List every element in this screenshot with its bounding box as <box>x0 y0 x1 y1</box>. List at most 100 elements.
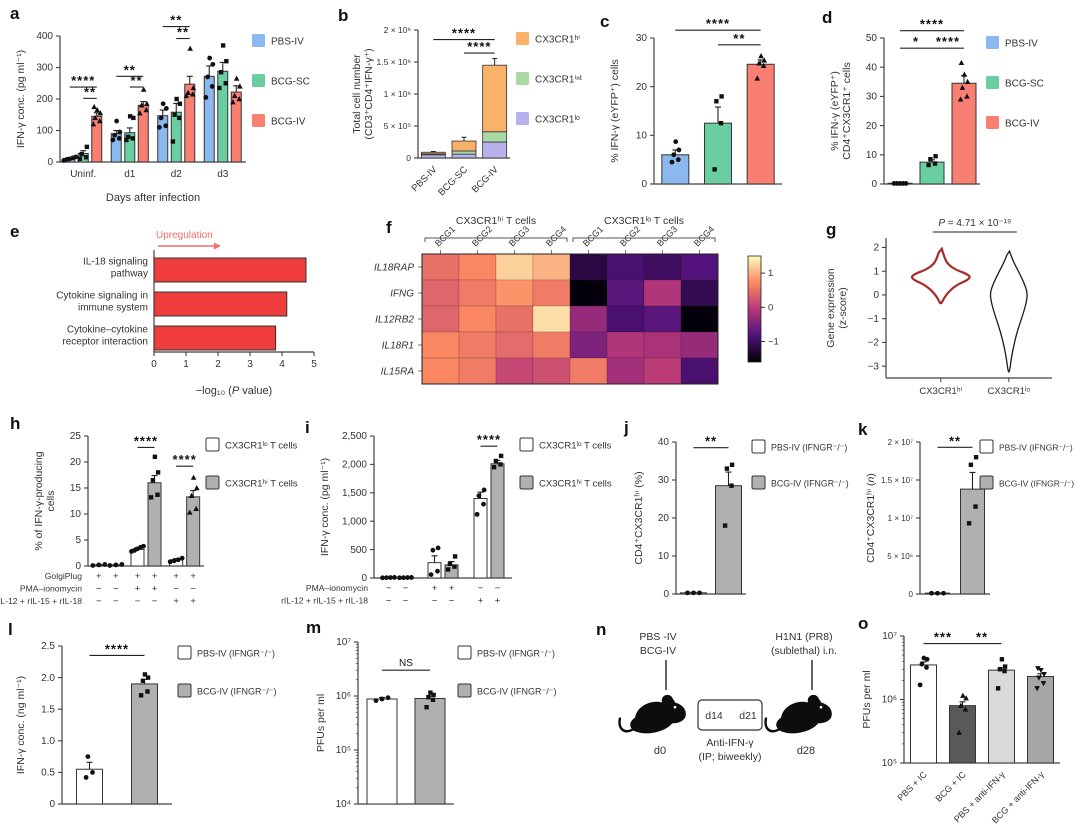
svg-text:−3: −3 <box>868 361 880 372</box>
svg-text:****: **** <box>71 73 95 88</box>
svg-text:4: 4 <box>279 359 285 370</box>
panel-a-chart: 0 100 200 300 400 IFN-γ conc. (pg ml⁻¹) Uninf.… <box>4 4 340 206</box>
svg-text:BCG4: BCG4 <box>692 224 716 248</box>
svg-text:PBS-IV: PBS-IV <box>410 164 440 194</box>
panel-j-svg: 0 10 20 30 40 CD4⁺CX3CR1ʰⁱ (%) ** PBS-IV (IFNGR… <box>633 434 849 601</box>
svg-text:30: 30 <box>636 33 648 44</box>
svg-text:BCG-IV: BCG-IV <box>470 164 501 195</box>
panel-g-chart: −3 −2 −1 0 1 2 Gene expression (z-score) CX3CR1ʰ… <box>812 206 1078 408</box>
svg-text:CX3CR1ˡᵒ T cells: CX3CR1ˡᵒ T cells <box>604 215 684 227</box>
svg-text:*: * <box>913 34 919 49</box>
svg-text:BCG3: BCG3 <box>655 224 679 248</box>
svg-text:d14: d14 <box>705 710 723 722</box>
panel-n-chart: PBS -IV BCG-IV d0 d14 d21 Anti-IFN-γ (IP; biwe… <box>592 614 854 826</box>
svg-text:2,000: 2,000 <box>342 460 367 471</box>
svg-text:10⁵: 10⁵ <box>882 758 897 769</box>
svg-text:0: 0 <box>871 179 877 190</box>
panel-o-chart: 10⁵ 10⁶ 10⁷ PFUs per ml PBS + IC BCG + IC PBS … <box>852 608 1080 829</box>
svg-text:+: + <box>135 571 141 582</box>
svg-text:+: + <box>449 583 455 594</box>
svg-text:20: 20 <box>636 82 648 93</box>
svg-text:1.5: 1.5 <box>41 704 55 715</box>
svg-text:PFUs per ml: PFUs per ml <box>861 670 873 728</box>
svg-text:**: ** <box>130 73 142 88</box>
svg-text:CD4⁺CX3CR1ʰⁱ (n): CD4⁺CX3CR1ʰⁱ (n) <box>865 473 877 563</box>
svg-text:PFUs per ml: PFUs per ml <box>315 694 327 752</box>
svg-text:BCG-IV (IFNGR⁻/⁻): BCG-IV (IFNGR⁻/⁻) <box>771 479 849 489</box>
svg-text:+: + <box>152 571 158 582</box>
svg-text:+: + <box>96 571 102 582</box>
svg-text:CD4⁺CX3CR1ʰⁱ (%): CD4⁺CX3CR1ʰⁱ (%) <box>633 471 645 564</box>
svg-text:−: − <box>495 583 501 594</box>
svg-text:20: 20 <box>658 513 670 524</box>
svg-text:P = 4.71 × 10⁻¹⁹: P = 4.71 × 10⁻¹⁹ <box>938 218 1011 229</box>
panel-h-chart: 0 5 10 15 20 25 % of IFN-γ-producing cells **** *… <box>0 408 312 616</box>
panel-e-svg: 0 1 2 3 4 5 −log₁₀ (P value) IL-18 signalingpat… <box>56 230 317 397</box>
svg-text:BCG2: BCG2 <box>618 224 642 248</box>
svg-text:−: − <box>386 583 392 594</box>
svg-text:0: 0 <box>663 589 669 600</box>
svg-text:−: − <box>403 596 409 607</box>
svg-text:10⁶: 10⁶ <box>336 691 351 702</box>
svg-text:BCG1: BCG1 <box>433 224 457 248</box>
svg-text:40: 40 <box>866 62 878 73</box>
panel-d-label: d <box>822 8 833 27</box>
svg-text:BCG-SC: BCG-SC <box>1005 79 1044 90</box>
svg-text:CX3CR1ˡᵒ T cells: CX3CR1ˡᵒ T cells <box>539 441 612 452</box>
svg-text:d3: d3 <box>217 169 229 180</box>
svg-text:+: + <box>432 583 438 594</box>
panel-j-chart: 0 10 20 30 40 CD4⁺CX3CR1ʰⁱ (%) ** PBS-IV (IFNGR… <box>620 408 856 610</box>
panel-f-svg: CX3CR1ʰⁱ T cells CX3CR1ˡᵒ T cells BCG1 BCG2… <box>374 215 779 385</box>
svg-text:5 × 10⁶: 5 × 10⁶ <box>887 552 913 561</box>
svg-text:10: 10 <box>70 509 82 520</box>
panel-l-chart: 0 0.5 1.0 1.5 2.0 2.5 IFN-γ conc. (ng ml⁻¹) ***… <box>4 612 304 826</box>
svg-text:IL-18 signaling: IL-18 signaling <box>83 257 148 268</box>
panel-l-label: l <box>8 620 13 639</box>
panel-c-svg: 0 10 20 30 % IFN-γ (eYFP⁺) cells ****** <box>609 16 782 190</box>
svg-text:CX3CR1ʰⁱ T cells: CX3CR1ʰⁱ T cells <box>456 215 536 227</box>
svg-text:CX3CR1ʰⁱ T cells: CX3CR1ʰⁱ T cells <box>539 479 612 490</box>
svg-text:1: 1 <box>768 268 773 279</box>
svg-text:10: 10 <box>636 131 648 142</box>
panel-a-label: a <box>10 4 20 23</box>
panel-n-svg: PBS -IV BCG-IV d0 d14 d21 Anti-IFN-γ (IP; biwe… <box>618 631 837 763</box>
svg-text:30: 30 <box>658 475 670 486</box>
svg-text:PBS-IV (IFNGR⁻/⁻): PBS-IV (IFNGR⁻/⁻) <box>999 443 1073 453</box>
svg-text:+: + <box>495 596 501 607</box>
svg-text:+: + <box>152 584 158 595</box>
svg-text:% IFN-γ (eYFP⁺) cells: % IFN-γ (eYFP⁺) cells <box>609 59 621 163</box>
svg-text:1 × 10⁶: 1 × 10⁶ <box>384 89 411 99</box>
svg-text:5: 5 <box>311 359 317 370</box>
svg-text:GolgiPlug: GolgiPlug <box>45 571 82 581</box>
svg-text:IL12RB2: IL12RB2 <box>375 315 414 326</box>
svg-text:BCG4: BCG4 <box>544 224 568 248</box>
svg-text:BCG-SC: BCG-SC <box>271 77 310 88</box>
svg-text:d0: d0 <box>654 745 666 757</box>
panel-d-chart: 0 10 20 30 40 50 % IFN-γ (eYFP⁺) CD4⁺CX3CR1⁺ ce… <box>820 4 1080 206</box>
svg-text:2 × 10⁶: 2 × 10⁶ <box>384 25 411 35</box>
svg-text:2: 2 <box>873 243 879 254</box>
svg-text:NS: NS <box>399 658 413 669</box>
svg-text:BCG-IV: BCG-IV <box>271 117 306 128</box>
svg-text:Days after infection: Days after infection <box>106 192 200 204</box>
svg-text:3: 3 <box>247 359 253 370</box>
svg-text:Upregulation: Upregulation <box>156 230 213 241</box>
svg-text:+: + <box>135 584 141 595</box>
svg-text:(sublethal) i.n.: (sublethal) i.n. <box>771 645 837 657</box>
svg-text:BCG3: BCG3 <box>507 224 531 248</box>
svg-text:+: + <box>190 571 196 582</box>
panel-j-label: j <box>624 418 629 437</box>
svg-text:−: − <box>190 584 196 595</box>
svg-text:PBS-IV: PBS-IV <box>271 37 304 48</box>
svg-text:IFN-γ conc. (ng ml⁻¹): IFN-γ conc. (ng ml⁻¹) <box>15 676 27 774</box>
svg-text:2.0: 2.0 <box>41 673 55 684</box>
panel-a-svg: 0 100 200 300 400 IFN-γ conc. (pg ml⁻¹) Uninf.… <box>15 13 310 204</box>
panel-b-label: b <box>338 6 349 25</box>
panel-i-svg: 0 500 1,000 1,500 2,000 2,500 IFN-γ conc. (pg … <box>281 431 612 607</box>
panel-e-label: e <box>10 222 20 241</box>
svg-text:+: + <box>190 596 196 607</box>
svg-text:0: 0 <box>49 799 55 810</box>
svg-text:1,000: 1,000 <box>342 516 367 527</box>
svg-text:1.5 × 10⁷: 1.5 × 10⁷ <box>881 476 913 485</box>
svg-text:PBS-IV (IFNGR⁻/⁻): PBS-IV (IFNGR⁻/⁻) <box>477 649 555 659</box>
